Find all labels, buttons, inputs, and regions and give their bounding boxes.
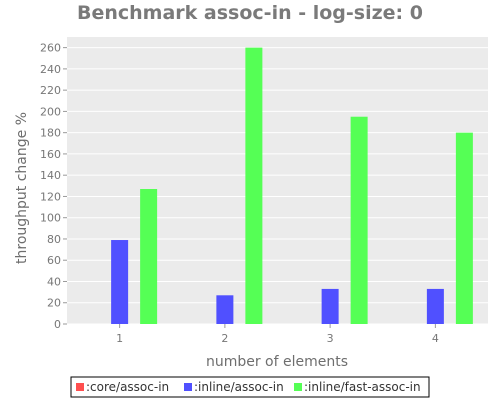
- legend-label: :core/assoc-in: [86, 380, 169, 394]
- y-tick-label: 200: [40, 105, 61, 118]
- y-axis-label: throughput change %: [14, 112, 30, 264]
- y-tick-label: 140: [40, 169, 61, 182]
- chart-title: Benchmark assoc-in - log-size: 0: [77, 2, 423, 24]
- y-tick-label: 160: [40, 148, 61, 161]
- y-tick-label: 60: [47, 254, 61, 267]
- y-tick-label: 120: [40, 190, 61, 203]
- x-tick-label: 1: [116, 332, 123, 345]
- x-axis-label: number of elements: [206, 354, 348, 370]
- bars: [111, 47, 473, 324]
- y-tick-label: 220: [40, 84, 61, 97]
- bar: [321, 288, 339, 324]
- bar: [245, 47, 263, 324]
- y-tick-label: 80: [47, 233, 61, 246]
- y-axis-ticks: 0 20 40 60 80 100 120 140 160 180 200 220 240 260: [40, 42, 67, 331]
- legend-swatch: [184, 383, 192, 391]
- bar: [350, 116, 368, 324]
- bar: [216, 295, 234, 324]
- y-tick-label: 180: [40, 127, 61, 140]
- legend-box: [70, 376, 430, 398]
- bar: [140, 189, 158, 324]
- y-tick-label: 0: [54, 318, 61, 331]
- gridlines: [67, 47, 488, 325]
- y-tick-label: 100: [40, 212, 61, 225]
- bar: [426, 288, 444, 324]
- bar: [455, 132, 473, 324]
- legend-swatch: [294, 383, 302, 391]
- x-axis-ticks: 1 2 3 4: [116, 324, 439, 345]
- legend-swatch: [76, 383, 84, 391]
- legend-label: :inline/fast-assoc-in: [304, 380, 421, 394]
- legend: :core/assoc-in :inline/assoc-in :inline/fa…: [76, 380, 421, 394]
- y-tick-label: 40: [47, 275, 61, 288]
- plot-background: [67, 37, 488, 324]
- y-tick-label: 20: [47, 297, 61, 310]
- bar: [111, 240, 129, 324]
- y-tick-label: 240: [40, 63, 61, 76]
- x-tick-label: 4: [432, 332, 439, 345]
- x-tick-label: 3: [327, 332, 334, 345]
- x-tick-label: 2: [221, 332, 228, 345]
- y-tick-label: 260: [40, 42, 61, 55]
- legend-label: :inline/assoc-in: [194, 380, 284, 394]
